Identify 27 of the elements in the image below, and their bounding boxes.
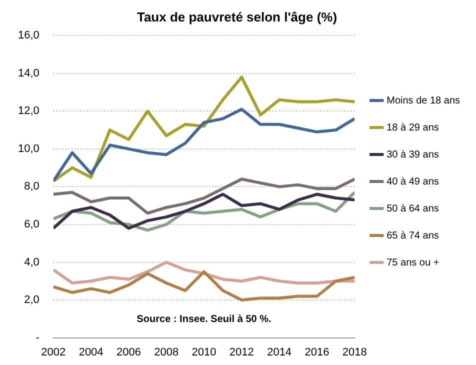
x-tick-label: 2010 [192, 346, 216, 358]
y-tick-label: 2,0 [24, 294, 40, 306]
legend-label: 18 à 29 ans [386, 122, 439, 134]
x-tick-label: 2004 [78, 346, 104, 358]
y-tick-label: - [36, 332, 40, 344]
x-tick-label: 2006 [116, 346, 141, 358]
x-tick-label: 2016 [304, 346, 330, 358]
annotation: Source : Insee. Seuil à 50 %. [136, 314, 272, 325]
chart-title: Taux de pauvreté selon l'âge (%) [136, 9, 338, 24]
legend-label: 50 à 64 ans [386, 203, 439, 214]
y-tick-label: 4,0 [24, 256, 40, 268]
x-tick-label: 2002 [41, 346, 66, 358]
legend-label: 65 à 74 ans [386, 230, 439, 242]
legend-label: Moins de 18 ans [386, 95, 460, 106]
y-tick-label: 8,0 [24, 180, 40, 193]
legend-label: 30 à 39 ans [386, 149, 439, 160]
legend-label: 40 à 49 ans [386, 176, 439, 188]
x-tick-label: 2012 [229, 346, 254, 358]
y-tick-label: 16,0 [18, 30, 40, 42]
x-tick-label: 2018 [342, 346, 367, 358]
y-tick-label: 12,0 [18, 105, 40, 118]
x-tick-label: 2008 [154, 346, 179, 358]
y-tick-label: 10,0 [18, 142, 40, 155]
y-tick-label: 6,0 [24, 218, 40, 231]
x-tick-label: 2014 [267, 346, 292, 358]
y-tick-label: 14,0 [18, 67, 40, 80]
legend-label: 75 ans ou + [386, 257, 440, 268]
